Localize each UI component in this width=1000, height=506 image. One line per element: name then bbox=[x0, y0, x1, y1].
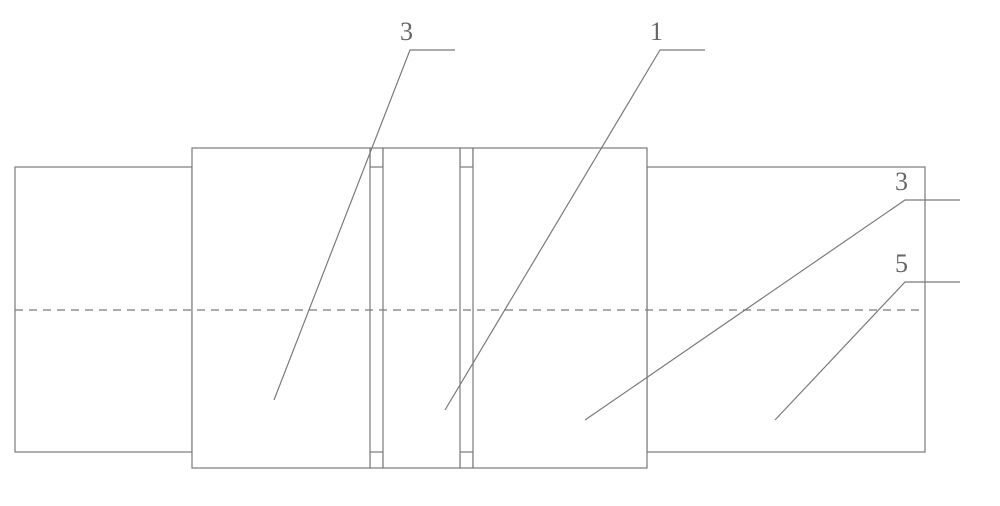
leader-label-0: 3 bbox=[400, 17, 413, 46]
gap2-top bbox=[460, 148, 473, 167]
gap2-bot bbox=[460, 452, 473, 468]
center-block bbox=[383, 148, 460, 468]
gap1-bot bbox=[370, 452, 383, 468]
right-ring bbox=[473, 148, 647, 468]
leader-label-2: 3 bbox=[895, 167, 908, 196]
technical-drawing: 3 1 3 5 bbox=[0, 0, 1000, 506]
leader-label-1: 1 bbox=[650, 17, 663, 46]
gap1-top bbox=[370, 148, 383, 167]
leader-label-3: 5 bbox=[895, 249, 908, 278]
left-ring bbox=[192, 148, 370, 468]
